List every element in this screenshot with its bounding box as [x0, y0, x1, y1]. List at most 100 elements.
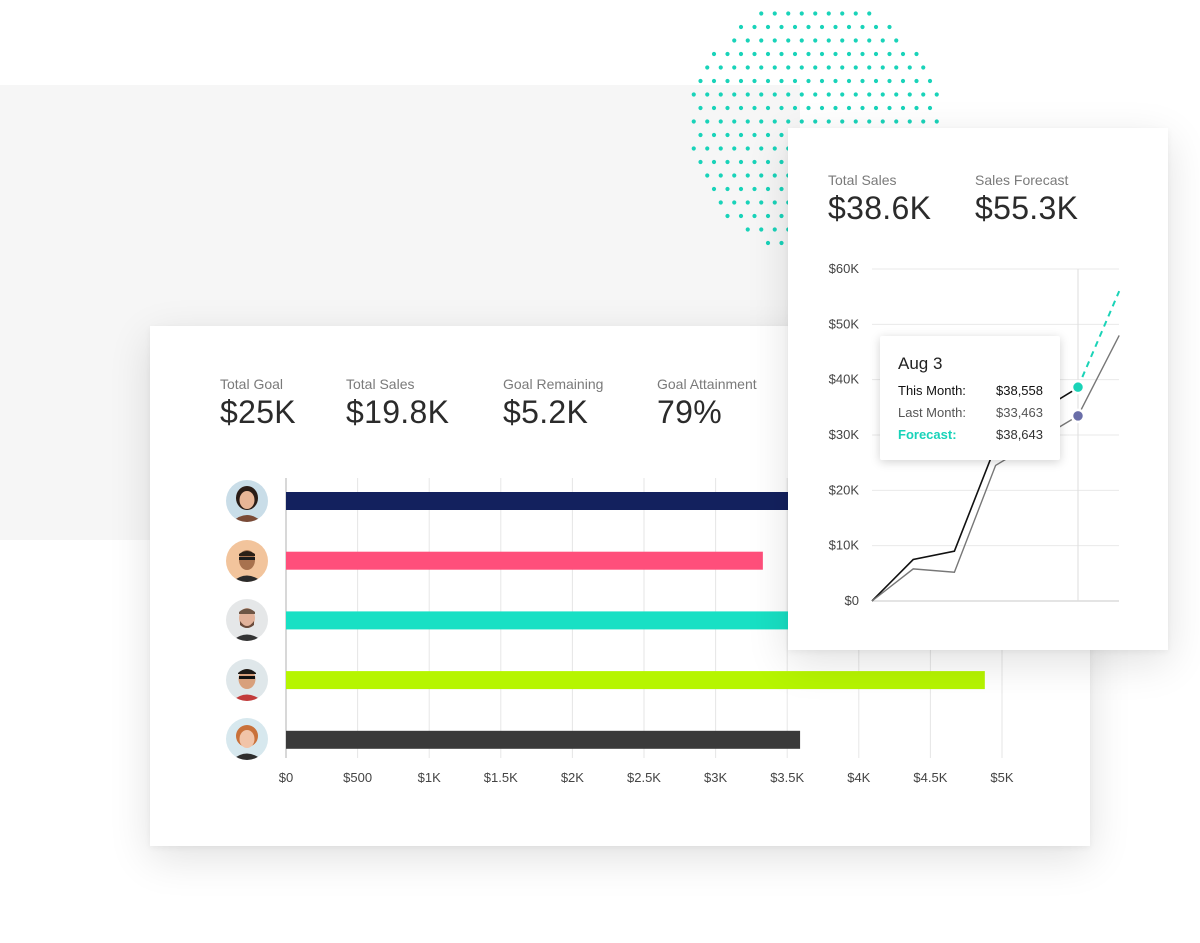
decor-dot — [894, 92, 899, 97]
decor-dot — [779, 213, 784, 219]
decor-dot — [792, 78, 798, 84]
stat-value: $38.6K — [828, 190, 932, 226]
avatar-rep-2[interactable] — [226, 540, 268, 582]
decor-dot — [792, 24, 798, 30]
decor-dot — [833, 105, 838, 111]
decor-dot — [691, 119, 696, 124]
decor-dot — [759, 200, 764, 205]
decor-dot — [813, 119, 818, 124]
decor-dot — [799, 38, 804, 43]
avatar-rep-1[interactable] — [226, 480, 268, 522]
decor-dot — [765, 159, 771, 165]
decor-dot — [759, 65, 764, 70]
decor-dot — [732, 173, 737, 178]
decor-dot — [752, 159, 757, 165]
decor-dot — [759, 227, 764, 232]
tooltip-value: $38,643 — [996, 427, 1043, 442]
decor-dot — [711, 78, 717, 84]
decor-dot — [765, 51, 771, 57]
decor-dot — [873, 51, 879, 57]
decor-dot — [745, 119, 750, 124]
decor-dot — [779, 51, 784, 57]
decor-dot — [765, 132, 771, 138]
tooltip-value: $33,463 — [996, 405, 1043, 420]
decor-dot — [846, 78, 852, 84]
decor-dot — [880, 119, 885, 124]
bar-rep-3[interactable] — [286, 611, 795, 630]
decor-dot — [759, 11, 764, 16]
bar-rep-4[interactable] — [286, 671, 985, 690]
decor-dot — [786, 119, 791, 124]
decor-dot — [813, 92, 818, 97]
decor-dot — [765, 186, 771, 192]
decor-dot — [725, 78, 730, 84]
decor-dot — [745, 227, 750, 232]
decor-dot — [705, 146, 710, 151]
decor-dot — [759, 38, 764, 43]
decor-dot — [887, 105, 892, 111]
decor-dot — [867, 11, 872, 16]
decor-dot — [792, 105, 798, 111]
avatar-rep-3[interactable] — [226, 599, 268, 641]
decor-dot — [907, 65, 912, 70]
tooltip-row-last-month: Last Month: $33,463 — [898, 405, 1043, 420]
bar-rep-2[interactable] — [286, 551, 763, 570]
bar-rep-5[interactable] — [286, 730, 801, 749]
decor-dot — [752, 78, 757, 84]
decor-dot — [867, 92, 872, 97]
decor-dot — [806, 105, 811, 111]
decor-dot — [833, 78, 838, 84]
stat-label: Goal Remaining — [503, 376, 604, 392]
bar-x-tick-label: $2K — [561, 770, 584, 785]
decor-dot — [799, 119, 804, 124]
decor-dot — [698, 105, 703, 111]
decor-dot — [867, 38, 872, 43]
bar-x-tick-label: $3K — [704, 770, 727, 785]
decor-dot — [819, 51, 825, 57]
decor-dot — [745, 200, 750, 205]
decor-dot — [799, 11, 804, 16]
stat-total-sales: Total Sales $38.6K — [828, 172, 931, 227]
stat-goal-attainment: Goal Attainment 79% — [657, 376, 757, 431]
decor-dot — [759, 146, 764, 151]
decor-dot — [711, 159, 717, 165]
decor-dot — [779, 24, 784, 30]
decor-dot — [792, 51, 798, 57]
bar-x-ticks: $0 $500 $1K $1.5K $2K $2.5K $3K $3.5K $4K $4.5K $5… — [279, 770, 1014, 785]
decor-dot — [752, 186, 757, 192]
decor-dot — [738, 159, 744, 165]
decor-dot — [772, 173, 777, 178]
bars — [286, 492, 985, 749]
decor-dot — [725, 132, 730, 138]
decor-dot — [826, 65, 831, 70]
bar-x-tick-label: $1.5K — [484, 770, 518, 785]
decor-dot — [799, 65, 804, 70]
stat-value: 79% — [657, 394, 722, 430]
stat-label: Total Sales — [828, 172, 897, 188]
decor-dot — [772, 119, 777, 124]
decor-dot — [765, 24, 771, 30]
bar-x-tick-label: $4.5K — [913, 770, 947, 785]
decor-dot — [732, 200, 737, 205]
decor-dot — [840, 92, 845, 97]
decor-dot — [725, 186, 730, 192]
decor-dot — [887, 78, 892, 84]
decor-dot — [718, 173, 723, 178]
decor-dot — [718, 65, 723, 70]
stat-label: Total Goal — [220, 376, 284, 392]
decor-dot — [873, 78, 879, 84]
decor-dot — [691, 146, 696, 151]
stat-value: $55.3K — [975, 190, 1079, 226]
stat-goal-remaining: Goal Remaining $5.2K — [503, 376, 603, 431]
decor-dot — [840, 11, 845, 16]
decor-dot — [725, 159, 730, 165]
tooltip-label: Last Month: — [898, 405, 966, 420]
decor-dot — [698, 78, 703, 84]
decor-dot — [725, 105, 730, 111]
tooltip-value: $38,558 — [996, 383, 1043, 398]
bar-rep-1[interactable] — [286, 492, 795, 510]
decor-dot — [779, 186, 784, 192]
decor-dot — [853, 38, 858, 43]
avatar-rep-4[interactable] — [226, 659, 268, 701]
avatar-rep-5[interactable] — [226, 718, 268, 760]
